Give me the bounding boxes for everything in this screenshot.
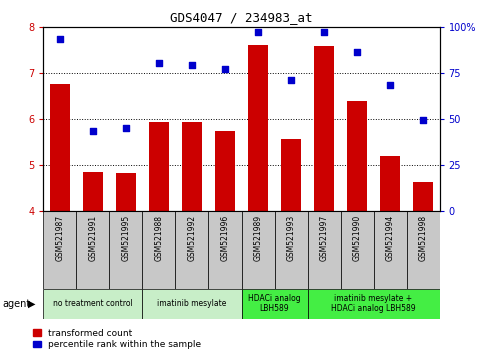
Text: GSM521995: GSM521995 — [122, 215, 130, 261]
Point — [221, 66, 229, 72]
Text: imatinib mesylate +
HDACi analog LBH589: imatinib mesylate + HDACi analog LBH589 — [331, 294, 416, 313]
Bar — [43, 211, 76, 289]
Text: GSM521993: GSM521993 — [286, 215, 296, 261]
Bar — [83, 172, 103, 211]
Bar — [182, 122, 202, 211]
Point — [287, 77, 295, 83]
Text: imatinib mesylate: imatinib mesylate — [157, 299, 227, 308]
Bar — [242, 289, 308, 319]
Bar — [76, 211, 110, 289]
Text: GSM521998: GSM521998 — [419, 215, 427, 261]
Bar — [281, 139, 301, 211]
Bar — [149, 122, 169, 211]
Text: GDS4047 / 234983_at: GDS4047 / 234983_at — [170, 11, 313, 24]
Bar — [142, 289, 242, 319]
Bar — [373, 211, 407, 289]
Text: GSM521992: GSM521992 — [187, 215, 197, 261]
Text: agent: agent — [2, 298, 30, 309]
Text: GSM521991: GSM521991 — [88, 215, 98, 261]
Bar — [341, 211, 373, 289]
Point — [353, 50, 361, 55]
Point — [386, 82, 394, 88]
Point — [419, 118, 427, 123]
Bar — [175, 211, 209, 289]
Bar — [242, 211, 274, 289]
Text: GSM521989: GSM521989 — [254, 215, 262, 261]
Bar — [308, 211, 341, 289]
Point — [320, 29, 328, 35]
Bar — [347, 101, 367, 211]
Point — [155, 61, 163, 66]
Bar — [314, 46, 334, 211]
Bar — [248, 45, 268, 211]
Text: GSM521996: GSM521996 — [221, 215, 229, 261]
Bar — [413, 182, 433, 211]
Bar — [380, 156, 400, 211]
Point — [56, 36, 64, 42]
Point — [254, 29, 262, 35]
Text: GSM521988: GSM521988 — [155, 215, 163, 261]
Text: GSM521987: GSM521987 — [56, 215, 64, 261]
Bar — [43, 289, 142, 319]
Bar — [308, 289, 440, 319]
Bar — [50, 84, 70, 211]
Text: GSM521994: GSM521994 — [385, 215, 395, 261]
Text: GSM521997: GSM521997 — [320, 215, 328, 261]
Bar — [116, 173, 136, 211]
Bar — [110, 211, 142, 289]
Text: ▶: ▶ — [28, 298, 36, 309]
Text: GSM521990: GSM521990 — [353, 215, 361, 261]
Bar — [274, 211, 308, 289]
Text: no treatment control: no treatment control — [53, 299, 133, 308]
Legend: transformed count, percentile rank within the sample: transformed count, percentile rank withi… — [33, 329, 201, 349]
Bar — [209, 211, 242, 289]
Bar — [142, 211, 175, 289]
Point — [122, 125, 130, 131]
Bar — [215, 131, 235, 211]
Point — [89, 129, 97, 134]
Point — [188, 62, 196, 68]
Bar — [407, 211, 440, 289]
Text: HDACi analog
LBH589: HDACi analog LBH589 — [248, 294, 301, 313]
